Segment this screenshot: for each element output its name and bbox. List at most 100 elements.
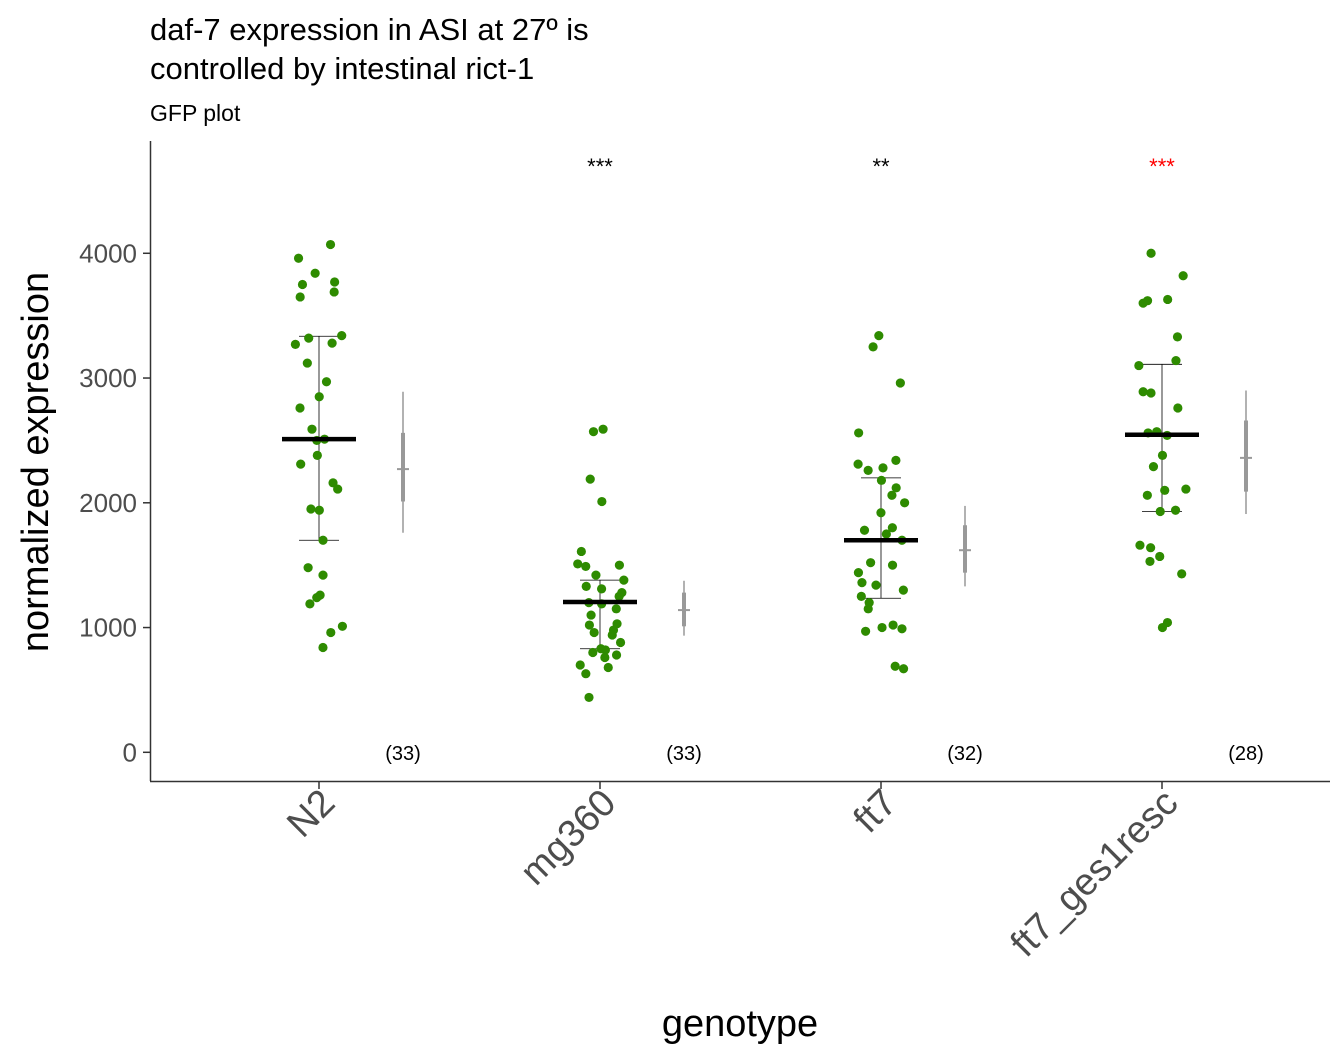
data-point (326, 627, 336, 638)
data-point (596, 584, 607, 594)
data-point (1178, 271, 1188, 281)
data-point (876, 475, 887, 485)
data-point (600, 652, 610, 663)
y-axis-title: normalized expression (15, 272, 57, 652)
data-point (1170, 505, 1181, 515)
data-point (861, 626, 871, 636)
data-point (857, 578, 867, 588)
data-point (1146, 388, 1156, 398)
data-point (1160, 485, 1170, 495)
data-point (1172, 332, 1183, 342)
data-point (337, 331, 347, 341)
data-point (876, 508, 886, 518)
data-point (863, 465, 873, 475)
data-point (863, 604, 873, 614)
y-tick-label: 4000 (79, 238, 137, 268)
data-point (327, 338, 337, 348)
data-point (321, 377, 332, 387)
data-point (898, 664, 909, 674)
data-point (329, 287, 339, 297)
data-point (330, 277, 340, 287)
data-point (314, 392, 324, 402)
data-point (581, 581, 591, 591)
data-point (1173, 403, 1183, 413)
data-point (290, 339, 300, 349)
data-point (295, 403, 305, 413)
data-point (856, 591, 866, 601)
x-tick-label: mg360 (512, 782, 624, 894)
data-point (588, 647, 598, 658)
data-point (877, 622, 887, 633)
x-tick-label: N2 (279, 782, 343, 846)
data-point (312, 593, 322, 603)
data-point (1138, 387, 1148, 397)
y-tick-label: 3000 (79, 363, 137, 393)
data-point (887, 523, 897, 533)
data-point (1148, 462, 1159, 472)
data-point (897, 624, 907, 634)
data-point (576, 546, 586, 557)
significance-label: *** (587, 154, 613, 179)
data-point (611, 604, 621, 614)
data-point (888, 620, 898, 630)
data-point (573, 559, 583, 569)
data-point (307, 424, 317, 434)
y-tick-label: 2000 (79, 488, 137, 518)
data-point (310, 268, 320, 278)
data-point (891, 455, 901, 465)
data-point (318, 535, 328, 545)
data-point (853, 459, 863, 469)
data-point (607, 630, 617, 640)
x-axis-title: genotype (662, 1003, 818, 1045)
data-point (585, 474, 595, 484)
data-point (591, 570, 601, 580)
data-point (333, 484, 343, 494)
y-tick-label: 0 (123, 737, 137, 767)
data-point (866, 558, 876, 568)
data-point (304, 333, 314, 343)
data-point (325, 239, 336, 250)
data-point (1163, 294, 1173, 305)
data-point (318, 642, 328, 653)
data-point (874, 331, 884, 341)
data-point (895, 378, 905, 388)
data-point (900, 498, 910, 508)
data-point (584, 692, 594, 703)
data-point (871, 580, 881, 590)
n-count-label: (33) (666, 743, 702, 765)
data-point (1157, 450, 1168, 460)
chart-subtitle: GFP plot (150, 100, 241, 126)
data-point (1142, 296, 1153, 306)
data-point (337, 621, 348, 631)
data-point (318, 570, 328, 580)
data-point (312, 450, 322, 460)
data-point (853, 568, 864, 578)
plot-area: (33) (33) *** (32) ** (28) *** (282, 154, 1264, 765)
data-point (1135, 540, 1145, 550)
y-tick-label: 1000 (79, 613, 137, 643)
data-point (854, 428, 864, 438)
data-point (1134, 360, 1144, 371)
data-point (600, 645, 610, 655)
data-point (598, 424, 608, 434)
data-point (1181, 484, 1191, 494)
data-point (611, 650, 622, 660)
data-point (614, 591, 624, 601)
data-point (1142, 490, 1152, 500)
data-point (586, 610, 596, 620)
n-count-label: (28) (1228, 743, 1264, 765)
data-point (881, 529, 891, 539)
data-point (1146, 248, 1156, 258)
data-point (891, 483, 901, 493)
data-point (305, 599, 315, 609)
data-point (293, 253, 304, 263)
data-point (306, 504, 316, 514)
data-point (297, 279, 308, 290)
data-point (295, 292, 305, 302)
data-point (1177, 569, 1187, 579)
data-point (868, 342, 878, 352)
data-point (1157, 622, 1168, 633)
data-point (619, 575, 629, 585)
data-point (614, 560, 625, 570)
data-point (859, 525, 870, 535)
